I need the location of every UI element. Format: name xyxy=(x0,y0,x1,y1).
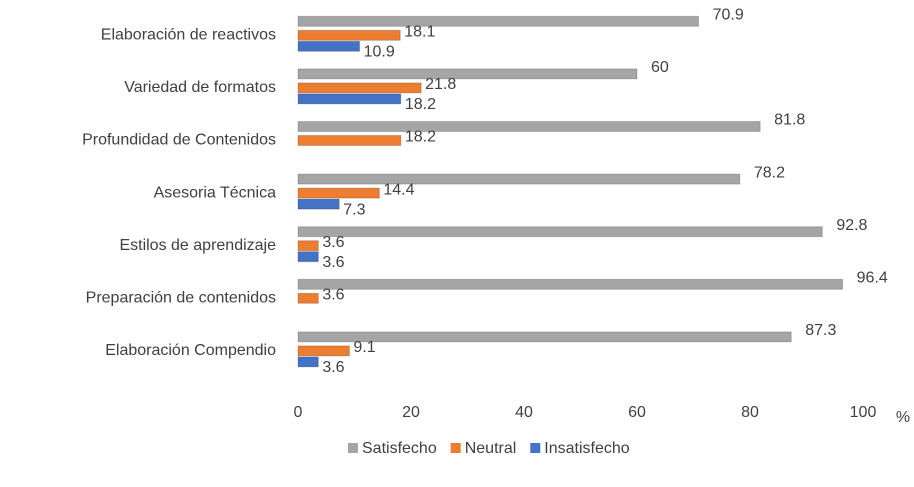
value-label: 18.2 xyxy=(405,96,436,113)
value-label: 3.6 xyxy=(322,234,344,251)
y-tick-label: Variedad de formatos xyxy=(124,79,276,96)
legend-label: Neutral xyxy=(465,440,517,457)
x-axis-label: % xyxy=(896,409,910,426)
y-tick-label: Elaboración Compendio xyxy=(105,342,276,359)
value-label: 21.8 xyxy=(425,76,456,93)
legend-swatch xyxy=(530,443,541,453)
value-label: 96.4 xyxy=(857,270,888,287)
bar xyxy=(297,345,350,357)
value-label: 60 xyxy=(651,59,669,76)
value-label: 18.1 xyxy=(404,24,435,41)
bar xyxy=(297,82,422,94)
bar xyxy=(297,121,761,132)
bar xyxy=(297,240,319,252)
x-tick-label: 100 xyxy=(850,404,877,421)
value-label: 9.1 xyxy=(353,339,375,356)
x-tick-label: 80 xyxy=(741,404,759,421)
bar xyxy=(297,135,402,146)
bar xyxy=(297,251,319,263)
bar xyxy=(297,356,319,368)
bar xyxy=(297,292,319,304)
legend-label: Insatisfecho xyxy=(544,440,629,457)
x-tick-label: 0 xyxy=(294,404,303,421)
value-label: 10.9 xyxy=(364,44,395,61)
value-label: 92.8 xyxy=(836,217,867,234)
bar xyxy=(297,40,361,52)
y-tick-label: Asesoria Técnica xyxy=(154,184,277,201)
value-label: 3.6 xyxy=(322,359,344,376)
legend-swatch xyxy=(450,443,461,453)
value-label: 18.2 xyxy=(405,129,436,146)
x-tick-label: 20 xyxy=(402,404,420,421)
value-label: 81.8 xyxy=(774,112,805,129)
x-tick-label: 40 xyxy=(515,404,533,421)
bar xyxy=(297,173,741,185)
y-tick-label: Preparación de contenidos xyxy=(86,290,276,307)
y-tick-label: Estilos de aprendizaje xyxy=(119,237,276,254)
y-tick-label: Elaboración de reactivos xyxy=(101,27,276,44)
value-label: 87.3 xyxy=(805,322,836,339)
x-tick-label: 60 xyxy=(628,404,646,421)
bar xyxy=(297,29,401,41)
value-label: 3.6 xyxy=(322,287,344,304)
legend-swatch xyxy=(348,443,358,453)
value-label: 3.6 xyxy=(322,254,344,271)
bar xyxy=(297,187,380,199)
value-label: 70.9 xyxy=(713,7,744,24)
bar xyxy=(297,93,402,105)
bar xyxy=(297,198,340,210)
legend-label: Satisfecho xyxy=(362,440,437,457)
value-label: 7.3 xyxy=(343,201,365,218)
value-label: 78.2 xyxy=(754,164,785,181)
bar xyxy=(297,15,700,27)
y-tick-label: Profundidad de Contenidos xyxy=(82,132,276,149)
bar xyxy=(297,68,638,80)
bar xyxy=(297,331,792,343)
value-label: 14.4 xyxy=(383,181,414,198)
bar xyxy=(297,226,823,238)
bar xyxy=(297,278,844,290)
